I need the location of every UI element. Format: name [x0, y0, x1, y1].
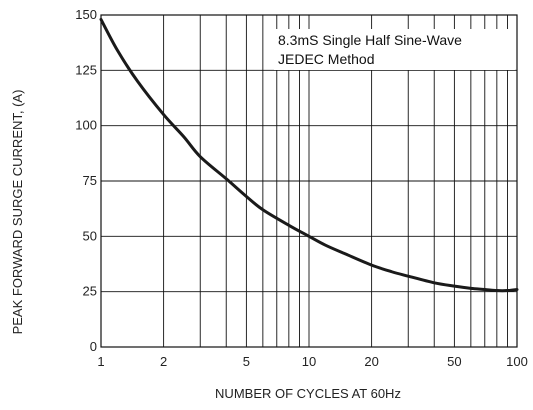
annotation-line-2: JEDEC Method: [278, 51, 374, 67]
x-axis-label: NUMBER OF CYCLES AT 60Hz: [215, 386, 401, 401]
x-tick-label: 1: [97, 354, 104, 369]
x-tick-label: 10: [302, 354, 316, 369]
y-axis-label: PEAK FORWARD SURGE CURRENT, (A): [10, 90, 25, 335]
y-tick-label: 150: [75, 7, 97, 22]
y-tick-label: 125: [75, 62, 97, 77]
y-tick-label: 100: [75, 118, 97, 133]
annotation-box: 8.3mS Single Half Sine-Wave JEDEC Method: [278, 32, 462, 67]
y-tick-labels: 0 25 50 75 100 125 150: [75, 7, 97, 354]
annotation-background: [274, 29, 515, 70]
curve-layer: [99, 17, 519, 293]
grid: [100, 14, 518, 348]
annotation-line-1: 8.3mS Single Half Sine-Wave: [278, 32, 462, 48]
x-tick-labels: 1 2 5 10 20 50 100: [97, 354, 527, 369]
plot-frame: [100, 14, 518, 348]
x-tick-label: 5: [243, 354, 250, 369]
y-tick-label: 75: [83, 173, 97, 188]
y-tick-label: 50: [83, 228, 97, 243]
x-tick-label: 100: [506, 354, 528, 369]
y-tick-label: 25: [83, 284, 97, 299]
y-tick-label: 0: [90, 339, 97, 354]
surge-current-curve: [99, 17, 519, 293]
x-tick-label: 2: [160, 354, 167, 369]
x-tick-label: 20: [364, 354, 378, 369]
x-tick-label: 50: [447, 354, 461, 369]
